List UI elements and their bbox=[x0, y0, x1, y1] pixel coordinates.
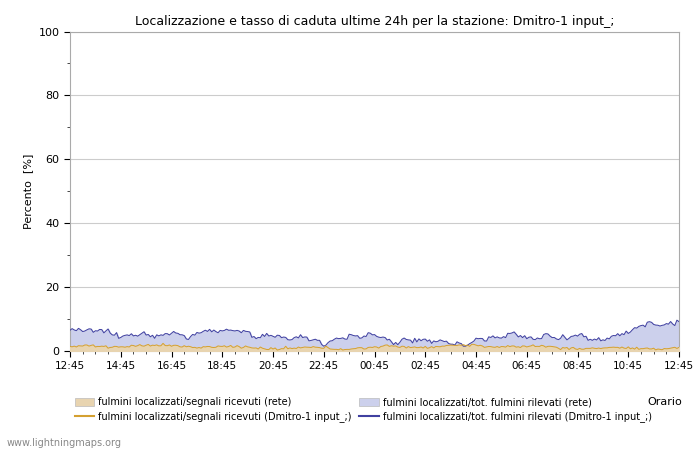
Legend: fulmini localizzati/segnali ricevuti (rete), fulmini localizzati/segnali ricevut: fulmini localizzati/segnali ricevuti (re… bbox=[75, 397, 652, 422]
Title: Localizzazione e tasso di caduta ultime 24h per la stazione: Dmitro-1 input_;: Localizzazione e tasso di caduta ultime … bbox=[134, 14, 615, 27]
Y-axis label: Percento  [%]: Percento [%] bbox=[23, 153, 33, 229]
Text: Orario: Orario bbox=[648, 397, 682, 407]
Text: www.lightningmaps.org: www.lightningmaps.org bbox=[7, 438, 122, 448]
